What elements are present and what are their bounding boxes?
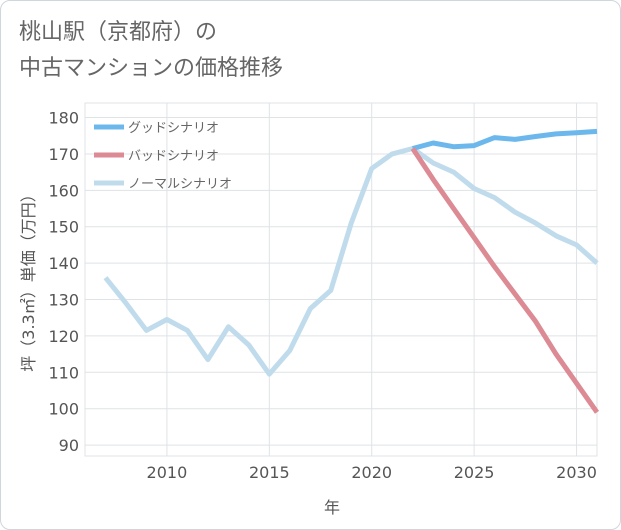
legend-label: バッドシナリオ [128,149,219,164]
y-tick-label: 120 [48,327,79,346]
series-line [103,146,599,377]
y-axis-label: 坪（3.3㎡）単価（万円） [19,186,38,371]
y-tick-label: 170 [48,145,79,164]
legend-label: グッドシナリオ [128,121,219,136]
y-tick-label: 160 [48,181,79,200]
x-tick-label: 2010 [147,463,188,482]
x-tick-label: 2015 [249,463,290,482]
plot-area-frame [84,102,598,457]
x-tick-label: 2030 [556,463,597,482]
chart-title-line-2: 中古マンションの価格推移 [19,56,284,81]
x-tick-label: 2020 [351,463,392,482]
y-tick-label: 100 [48,400,79,419]
chart-title-line-1: 桃山駅（京都府）の [19,20,218,45]
x-tick-label: 2025 [454,463,495,482]
y-tick-label: 110 [48,363,79,382]
y-tick-label: 140 [48,254,79,273]
x-axis-label: 年 [324,498,340,517]
series-lines [103,128,600,414]
grid-lines [85,103,597,456]
chart-title: 桃山駅（京都府）の 中古マンションの価格推移 [19,15,283,87]
y-tick-labels: 90 100 110 120 130 140 150 160 170 180 [48,109,79,456]
y-tick-label: 180 [48,109,79,128]
y-tick-label: 130 [48,291,79,310]
x-tick-labels: 2010 2015 2020 2025 2030 [147,463,597,482]
series-line [412,128,598,151]
series-line [410,147,600,414]
legend-label: ノーマルシナリオ [128,177,232,192]
y-tick-label: 90 [59,436,79,455]
y-tick-label: 150 [48,218,79,237]
